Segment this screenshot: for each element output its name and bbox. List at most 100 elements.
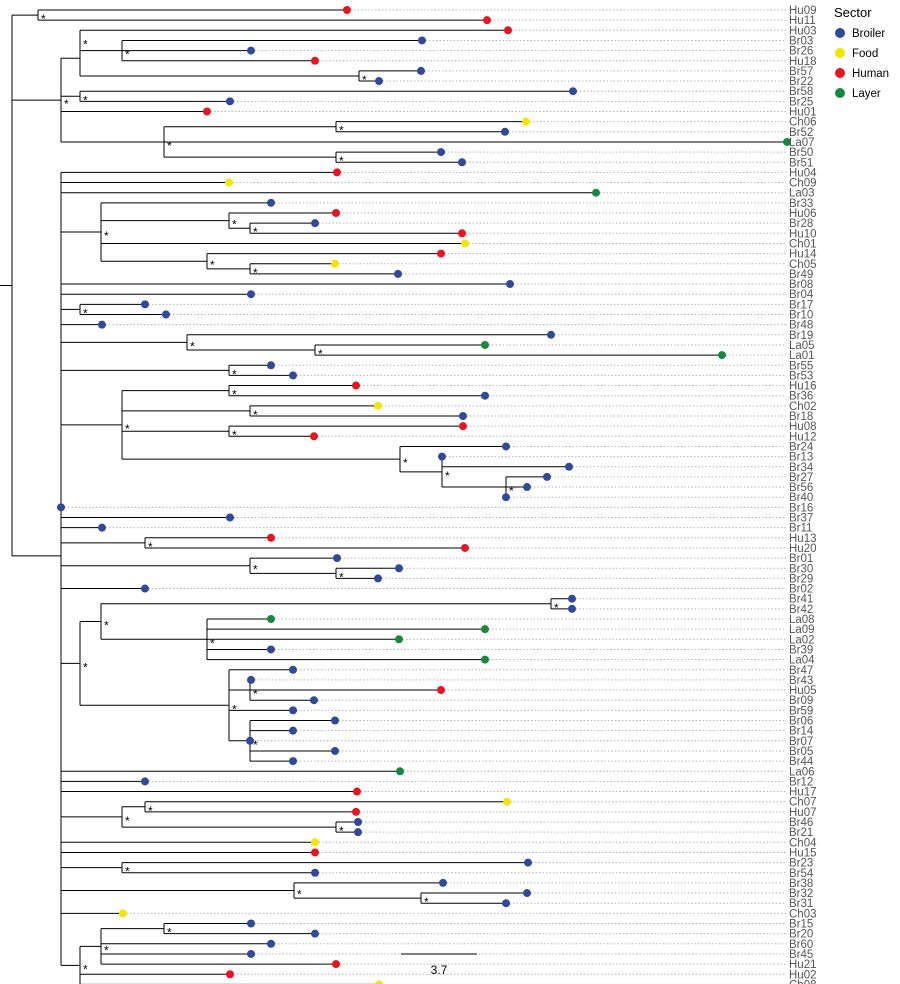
tip-marker-Br60 <box>267 939 275 948</box>
tip-marker-Br45 <box>247 949 255 958</box>
support-asterisk: * <box>83 37 88 51</box>
tip-label-Br14: Br14 <box>789 726 814 738</box>
tip-marker-Br22 <box>375 77 383 86</box>
tip-marker-Hu15 <box>311 848 319 857</box>
tip-marker-Ch04 <box>311 838 319 847</box>
tip-marker-Br26 <box>247 46 255 55</box>
support-asterisk: * <box>253 738 258 752</box>
tip-label-Ch06: Ch06 <box>789 117 817 129</box>
tip-marker-Ch06 <box>522 117 530 126</box>
tip-label-Ch01: Ch01 <box>789 238 817 250</box>
tip-marker-Hu17 <box>353 787 361 796</box>
tip-marker-Br30 <box>395 564 403 573</box>
tip-label-Br57: Br57 <box>789 66 813 78</box>
tip-marker-Br04 <box>247 290 255 299</box>
tip-label-Br46: Br46 <box>789 817 813 829</box>
tip-label-Br53: Br53 <box>789 370 813 382</box>
scale-bar: 3.7 <box>401 953 477 977</box>
tip-marker-Hu07 <box>352 807 360 816</box>
tip-label-Br32: Br32 <box>789 888 813 900</box>
tip-label-La07: La07 <box>789 137 815 149</box>
support-asterisk: * <box>253 225 258 239</box>
support-asterisk: * <box>148 804 153 818</box>
legend-marker-food <box>835 48 845 58</box>
tip-labels: Hu09Hu11Hu03Br03Br26Hu18Br57Br22Br58Br25… <box>789 5 817 984</box>
tip-marker-Br20 <box>311 929 319 938</box>
tip-label-Br56: Br56 <box>789 482 813 494</box>
tip-label-Br52: Br52 <box>789 127 813 139</box>
tip-label-Br60: Br60 <box>789 939 813 951</box>
tip-label-Br22: Br22 <box>789 76 813 88</box>
support-asterisk: * <box>104 229 109 243</box>
tip-label-La03: La03 <box>789 188 815 200</box>
tip-label-La08: La08 <box>789 614 815 626</box>
tip-markers <box>57 6 791 984</box>
tip-label-Br31: Br31 <box>789 898 813 910</box>
tip-label-Ch04: Ch04 <box>789 837 817 849</box>
tip-marker-Br34 <box>565 462 573 471</box>
tip-marker-Hu13 <box>267 533 275 542</box>
tip-marker-Br39 <box>267 645 275 654</box>
tip-label-Hu11: Hu11 <box>789 15 816 27</box>
tip-label-Hu07: Hu07 <box>789 807 817 819</box>
tip-marker-Br38 <box>439 878 447 887</box>
tip-marker-Br29 <box>374 574 382 583</box>
tip-label-Hu13: Hu13 <box>789 533 817 545</box>
tip-marker-La06 <box>396 767 404 776</box>
tip-marker-La09 <box>481 625 489 634</box>
tip-label-Hu21: Hu21 <box>789 959 817 971</box>
tip-label-Br09: Br09 <box>789 695 813 707</box>
tip-marker-Br09 <box>310 696 318 705</box>
tip-marker-La04 <box>481 655 489 664</box>
tip-marker-Br23 <box>524 858 532 867</box>
tip-label-Br29: Br29 <box>789 573 813 585</box>
tip-marker-Br51 <box>458 158 466 167</box>
tip-label-Br38: Br38 <box>789 878 813 890</box>
tip-label-Br30: Br30 <box>789 563 813 575</box>
support-asterisk: * <box>232 218 237 232</box>
tip-marker-Ch08 <box>375 980 383 984</box>
support-asterisk: * <box>83 93 88 107</box>
support-asterisk: * <box>83 306 88 320</box>
tip-label-Ch02: Ch02 <box>789 401 817 413</box>
tip-marker-Br55 <box>267 361 275 370</box>
tip-label-Hu03: Hu03 <box>789 25 817 37</box>
support-asterisk: * <box>232 367 237 381</box>
support-asterisk: * <box>318 347 323 361</box>
tip-marker-La07 <box>783 137 791 146</box>
support-asterisk: * <box>253 266 258 280</box>
tip-label-Br16: Br16 <box>789 502 813 514</box>
tip-marker-Br46 <box>354 818 362 826</box>
support-asterisk: * <box>167 926 172 940</box>
tip-marker-Hu01 <box>203 107 211 116</box>
tip-label-Br49: Br49 <box>789 269 813 281</box>
tip-marker-Br01 <box>333 554 341 563</box>
tip-marker-Br12 <box>141 777 149 786</box>
tip-marker-Br43 <box>247 675 255 684</box>
tip-marker-La02 <box>395 635 403 644</box>
support-asterisk: * <box>125 422 130 436</box>
tip-marker-Br25 <box>226 97 234 106</box>
tip-marker-Br58 <box>569 87 577 96</box>
tip-label-Br15: Br15 <box>789 919 813 931</box>
tip-marker-Ch07 <box>503 797 511 806</box>
tip-marker-Hu02 <box>226 970 234 979</box>
tip-label-Br17: Br17 <box>789 299 813 311</box>
tip-marker-Br06 <box>331 716 339 725</box>
legend-item-layer: Layer <box>835 88 881 100</box>
tip-marker-Br37 <box>226 513 234 522</box>
support-asterisk: * <box>83 660 88 674</box>
legend-marker-layer <box>835 88 845 98</box>
tip-label-Br21: Br21 <box>789 827 813 839</box>
tip-marker-Br05 <box>331 746 339 755</box>
tip-marker-Br54 <box>311 868 319 877</box>
tip-marker-Br57 <box>417 66 425 75</box>
tip-marker-Hu18 <box>311 56 319 65</box>
support-asterisk: * <box>339 824 344 838</box>
tip-label-Br04: Br04 <box>789 289 814 301</box>
tip-label-Br11: Br11 <box>789 523 812 535</box>
tip-marker-Br36 <box>481 391 489 400</box>
legend-title: Sector <box>834 5 872 20</box>
tip-label-Br39: Br39 <box>789 644 813 656</box>
